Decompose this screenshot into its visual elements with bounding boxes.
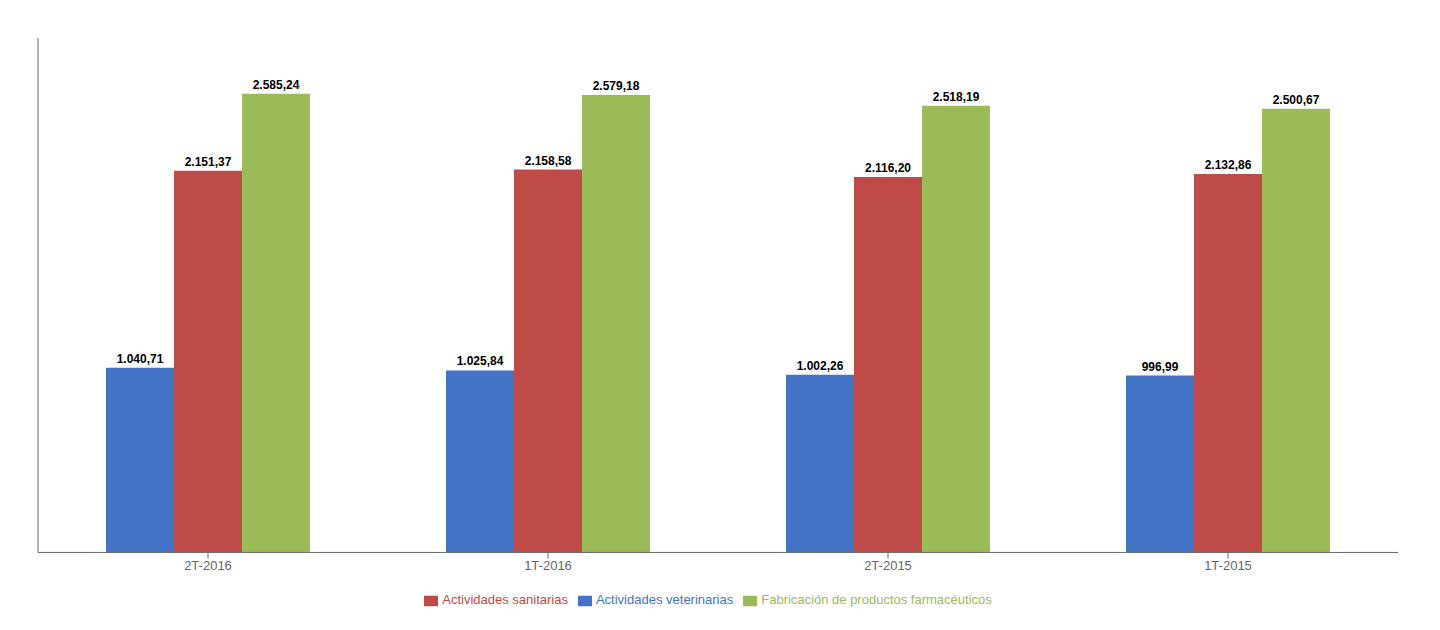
svg-text:1T-2016: 1T-2016 [524,558,572,573]
svg-text:2T-2016: 2T-2016 [184,558,232,573]
svg-text:1T-2015: 1T-2015 [1204,558,1252,573]
html-text:Actividades sanitarias: Actividades sanitarias [442,592,568,608]
html-text:Actividades veterinarias: Actividades veterinarias [596,592,734,608]
svg-text:2T-2015: 2T-2015 [864,558,912,573]
svg-text:1.002,26: 1.002,26 [797,359,844,373]
svg-text:2.500,67: 2.500,67 [1273,93,1320,107]
svg-text:2.518,19: 2.518,19 [933,90,980,104]
svg-text:2.151,37: 2.151,37 [185,155,232,169]
html-text:Fabricación de productos farma: Fabricación de productos farmacéuticos [761,592,992,608]
svg-text:2.579,18: 2.579,18 [593,79,640,93]
svg-text:1.040,71: 1.040,71 [117,352,164,366]
svg-text:996,99: 996,99 [1142,360,1179,374]
svg-text:1.025,84: 1.025,84 [457,354,504,368]
svg-text:2.585,24: 2.585,24 [253,78,300,92]
svg-text:2.116,20: 2.116,20 [865,161,911,175]
svg-text:2.158,58: 2.158,58 [525,154,572,168]
svg-text:2.132,86: 2.132,86 [1205,158,1252,172]
